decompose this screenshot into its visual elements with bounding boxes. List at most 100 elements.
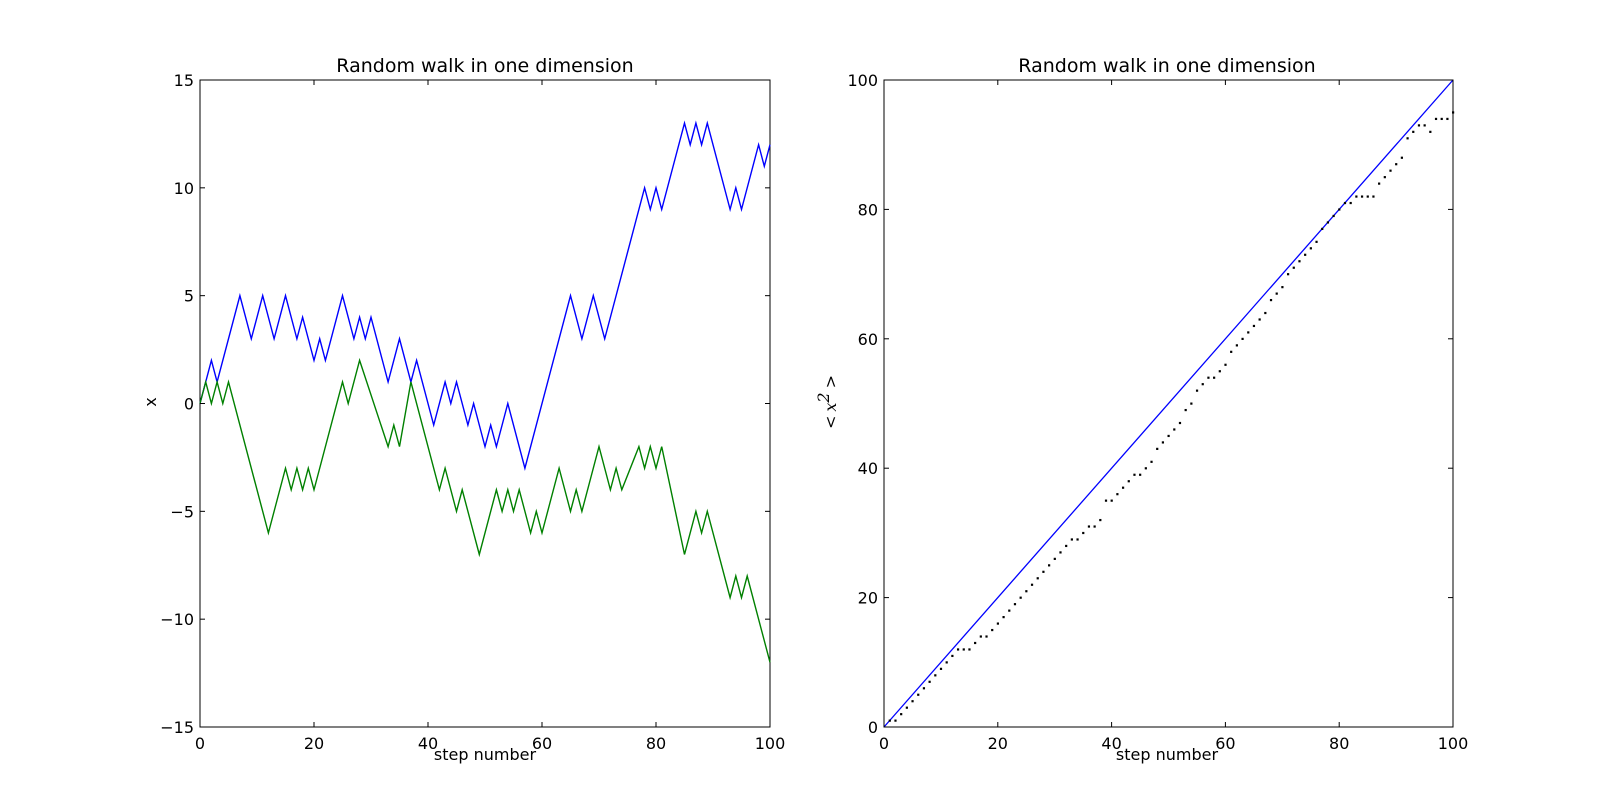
data-point <box>979 635 982 638</box>
x-tick-label: 80 <box>1329 734 1349 753</box>
x-axis-ticks: 0 20 40 60 80 100 <box>195 80 785 753</box>
data-point <box>1349 201 1352 205</box>
x-tick-label: 0 <box>879 734 889 753</box>
data-point <box>1378 182 1381 185</box>
data-point <box>1150 460 1153 463</box>
y-tick-label: −5 <box>170 502 194 521</box>
data-point <box>1315 240 1318 243</box>
ylabel-var: x <box>821 403 840 412</box>
data-point <box>1286 273 1290 276</box>
data-point <box>1218 370 1221 373</box>
data-point <box>1036 577 1039 580</box>
data-point <box>945 661 948 664</box>
x-tick-label: 60 <box>1215 734 1235 753</box>
data-point <box>1116 493 1119 496</box>
ylabel-open: < <box>821 416 840 429</box>
data-point <box>939 667 943 670</box>
data-point <box>1065 544 1068 548</box>
data-point <box>1121 486 1125 489</box>
series-line-1 <box>199 120 771 471</box>
data-point <box>1338 208 1341 211</box>
data-point <box>1161 441 1165 444</box>
data-point <box>1332 214 1335 218</box>
y-tick-label: −15 <box>160 718 194 737</box>
plot-area <box>883 79 1455 728</box>
data-point <box>905 706 908 709</box>
data-point <box>1013 603 1017 606</box>
data-point <box>1178 421 1182 425</box>
data-point <box>1269 298 1273 302</box>
data-point <box>1127 480 1130 483</box>
ylabel-close: > <box>821 375 840 388</box>
data-point <box>1190 402 1193 405</box>
data-point <box>917 693 920 696</box>
data-point <box>1400 156 1403 159</box>
data-point <box>1241 337 1244 340</box>
data-point <box>1343 201 1347 205</box>
data-point <box>1366 195 1369 198</box>
data-point <box>1230 350 1233 353</box>
data-point <box>1304 253 1307 256</box>
data-point <box>1167 434 1170 438</box>
data-point <box>1412 130 1415 133</box>
x-tick-label: 60 <box>532 734 552 753</box>
data-point <box>985 635 988 638</box>
x-tick-label: 0 <box>195 734 205 753</box>
data-point <box>1025 590 1028 593</box>
y-tick-label: 0 <box>184 395 194 414</box>
data-point <box>1264 311 1267 315</box>
data-point <box>1389 169 1392 172</box>
data-point <box>1104 499 1108 502</box>
data-point <box>1446 117 1449 121</box>
data-point <box>1008 609 1011 612</box>
data-point <box>1372 195 1375 198</box>
data-point <box>1417 124 1421 127</box>
series-line-2 <box>199 357 771 663</box>
mean-square-displacement-chart: Random walk in one dimension 0 20 40 60 80 10… <box>814 55 1468 764</box>
data-point <box>1213 376 1216 379</box>
x-axis-label: step number <box>1116 745 1219 764</box>
x-tick-label: 100 <box>1438 734 1469 753</box>
data-point <box>1452 111 1455 114</box>
x-tick-label: 20 <box>304 734 324 753</box>
x-axis-ticks: 0 20 40 60 80 100 <box>879 80 1468 753</box>
y-tick-label: 100 <box>847 71 878 90</box>
y-tick-label: 10 <box>174 179 194 198</box>
y-axis-label: < x2 > <box>814 375 840 429</box>
data-point <box>1042 570 1045 573</box>
data-point <box>900 713 903 716</box>
data-point <box>1406 137 1409 140</box>
data-point <box>1099 518 1102 522</box>
data-point <box>1053 557 1056 560</box>
random-walk-chart: Random walk in one dimension 0 20 40 60 80 10… <box>141 55 785 764</box>
data-point <box>934 674 937 677</box>
x-tick-label: 40 <box>1101 734 1121 753</box>
data-point <box>1275 292 1278 295</box>
plot-area <box>199 79 771 728</box>
data-point <box>1059 551 1062 554</box>
data-point <box>1087 525 1091 528</box>
data-point <box>968 648 971 651</box>
data-point <box>1133 473 1136 476</box>
data-point <box>894 719 897 722</box>
data-point <box>956 648 960 651</box>
data-point <box>1321 227 1324 231</box>
data-point <box>996 622 999 625</box>
data-point <box>991 628 994 632</box>
reference-line <box>883 79 1454 728</box>
x-axis-label: step number <box>434 745 537 764</box>
y-tick-label: 60 <box>858 330 878 349</box>
data-point <box>1139 473 1142 476</box>
data-point <box>1002 616 1005 619</box>
x-tick-label: 80 <box>646 734 666 753</box>
data-point <box>1019 596 1022 599</box>
data-point <box>974 641 977 645</box>
data-point <box>1093 525 1096 528</box>
chart-title: Random walk in one dimension <box>1018 55 1315 77</box>
data-point <box>951 654 954 658</box>
data-point <box>1144 467 1147 470</box>
data-point <box>1423 124 1426 127</box>
y-tick-label: 40 <box>858 459 878 478</box>
data-point <box>1281 286 1284 289</box>
data-point <box>1195 389 1199 392</box>
